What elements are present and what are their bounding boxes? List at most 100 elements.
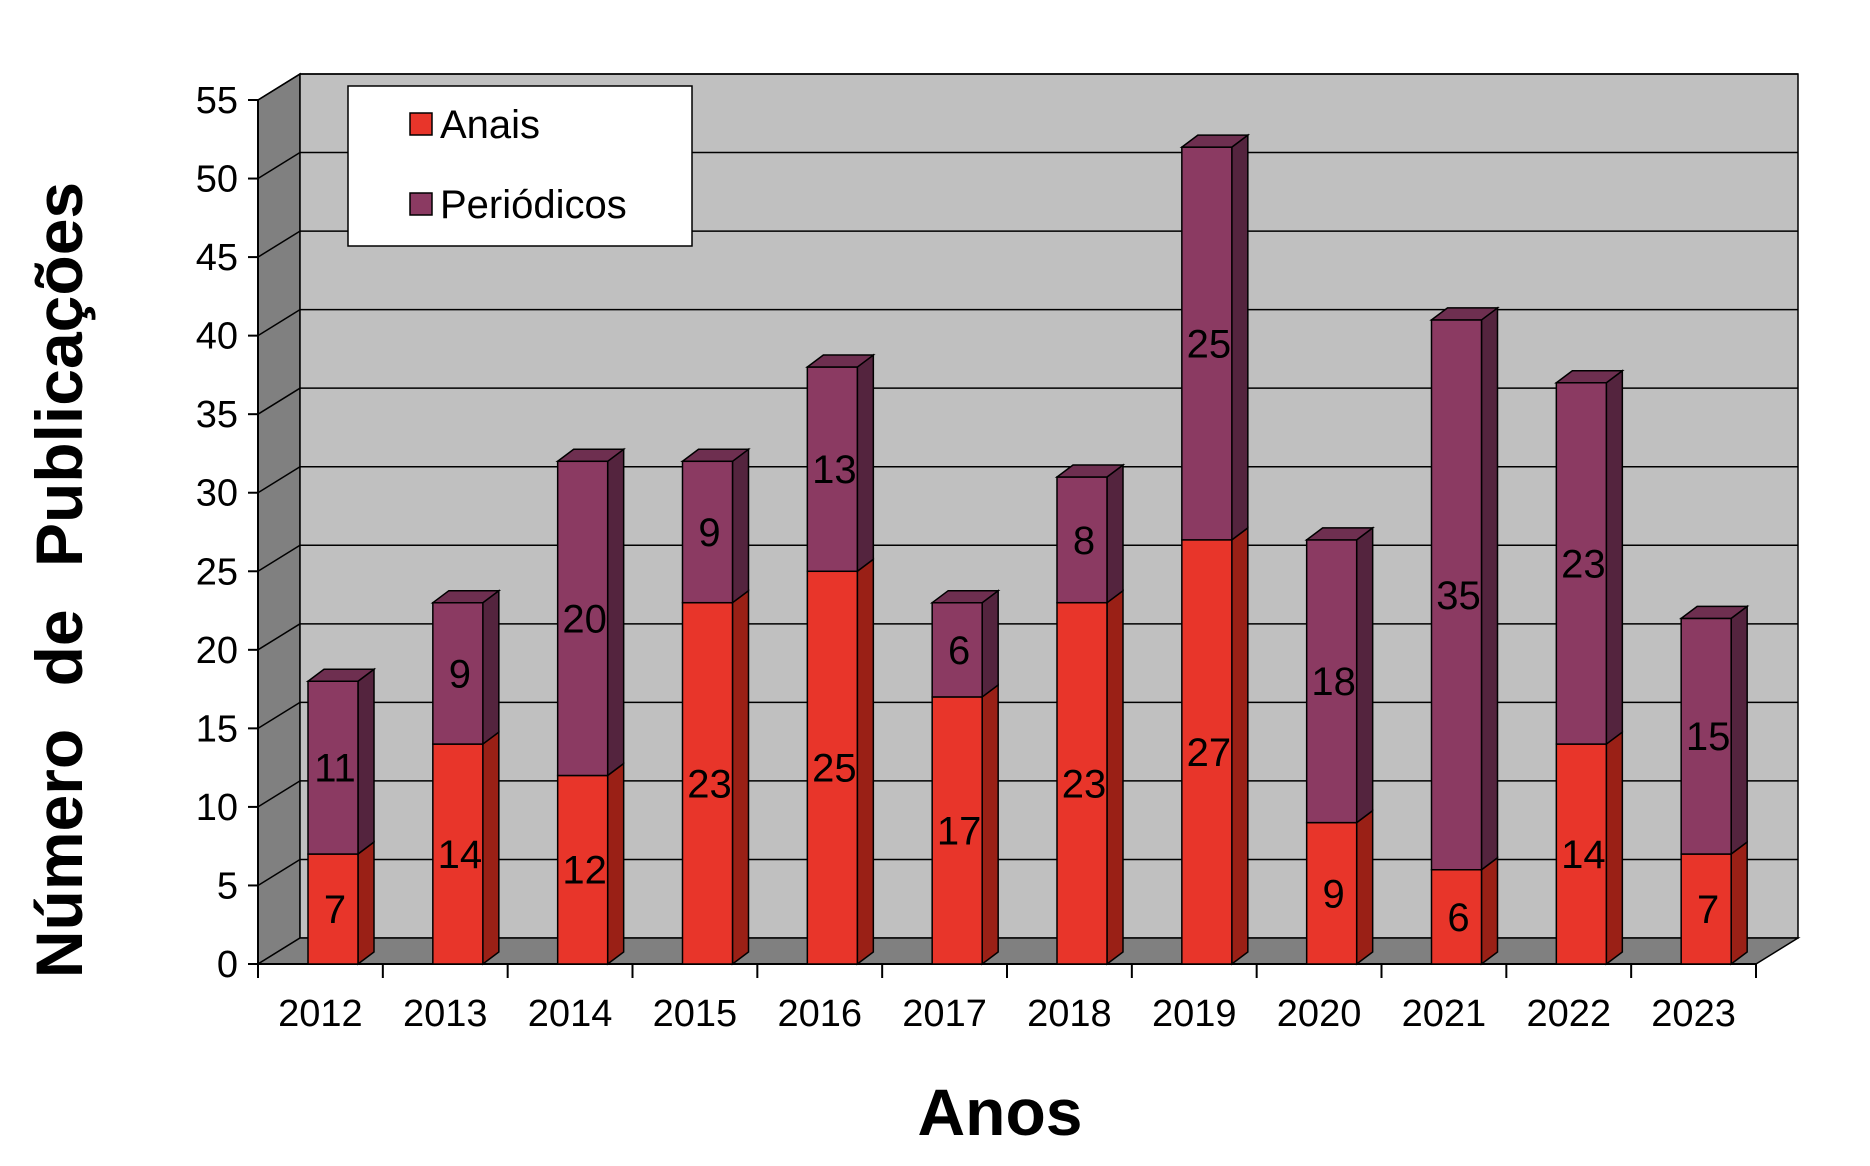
bar-periódicos [1680, 617, 1732, 855]
bar-group-2018: 23 8 [1054, 463, 1126, 966]
bar-anais [556, 774, 609, 965]
bar-side-periódicos [981, 589, 999, 699]
data-label: 15 [1686, 715, 1731, 759]
bar-group-2022: 14 23 [1554, 369, 1625, 966]
bar-top [1179, 134, 1251, 148]
bar-top [1678, 605, 1750, 620]
x-tick-label: 2018 [1027, 993, 1112, 1035]
bar-top [1554, 370, 1625, 384]
data-label: 7 [1697, 888, 1719, 932]
bar-group-2015: 23 9 [680, 447, 751, 966]
bar-anais [1680, 853, 1732, 965]
bar-anais [1555, 743, 1608, 965]
bar-side-periódicos [1355, 526, 1374, 825]
gridline-side [257, 308, 301, 337]
bar-periódicos [681, 460, 734, 604]
bar-side-anais [357, 840, 375, 966]
gridline-side [257, 230, 301, 258]
gridline-side [257, 701, 301, 730]
data-label: 7 [324, 888, 346, 932]
x-axis-ticks: 2012 2013 2014 2015 2016 2017 2018 2019 2020 2021… [257, 964, 1757, 1035]
bar-group-2017: 17 6 [929, 589, 1001, 966]
bar-group-2012: 7 11 [305, 667, 377, 966]
x-tick-label: 2019 [1152, 993, 1237, 1035]
legend-label-periodicos: Periódicos [440, 183, 627, 227]
x-tick-label: 2021 [1402, 993, 1487, 1035]
bar-anais [1305, 821, 1358, 965]
bar-side-periódicos [606, 447, 625, 777]
bar-side-anais [1605, 730, 1624, 966]
y-tick-label: 10 [196, 787, 238, 829]
y-tick-label: 55 [196, 80, 238, 122]
y-tick-label: 15 [196, 708, 238, 750]
y-axis-title: Número de Publicações [22, 182, 96, 978]
bar-top [805, 354, 876, 368]
data-label: 17 [937, 809, 982, 853]
x-tick-label: 2022 [1526, 993, 1611, 1035]
x-tick-label: 2016 [777, 993, 862, 1035]
y-tick-label: 20 [196, 630, 238, 672]
legend: Anais Periódicos [347, 85, 693, 247]
data-label: 6 [948, 629, 970, 673]
bar-side-anais [1355, 809, 1374, 966]
gridline-side [257, 544, 301, 572]
gridline-side [257, 466, 301, 494]
bar-side-anais [1231, 526, 1249, 966]
bar-group-2016: 25 13 [805, 353, 876, 966]
bar-top [430, 589, 502, 604]
bar-side-periódicos [1106, 463, 1124, 605]
data-label: 11 [314, 747, 356, 791]
x-axis-title: Anos [918, 1075, 1083, 1149]
data-label: 14 [438, 833, 483, 877]
legend-label-anais: Anais [440, 103, 540, 147]
data-label: 12 [562, 849, 607, 893]
bar-periódicos [1181, 146, 1233, 541]
bar-side-periódicos [1605, 369, 1624, 746]
bar-periódicos [1430, 319, 1483, 871]
y-tick-label: 40 [196, 316, 238, 358]
bar-anais [1430, 868, 1483, 965]
bar-top [680, 448, 751, 463]
bar-periódicos [307, 680, 359, 855]
bar-side-anais [856, 557, 875, 966]
bars: 7 11 14 9 12 20 23 9 25 13 17 6 23 8 27 25 9 18 6 35 14 23 7 15 [305, 133, 1750, 966]
x-tick-label: 2014 [528, 993, 613, 1035]
bar-top [305, 668, 377, 682]
y-tick-label: 30 [196, 473, 238, 515]
x-tick-label: 2020 [1277, 993, 1362, 1035]
bar-top [555, 448, 626, 463]
bar-group-2013: 14 9 [430, 589, 502, 966]
bar-group-2020: 9 18 [1304, 526, 1375, 966]
y-tick-label: 0 [217, 944, 238, 986]
bar-side-anais [981, 683, 999, 966]
y-tick-label: 45 [196, 237, 238, 279]
bar-side-anais [482, 730, 500, 966]
bar-group-2023: 7 15 [1678, 604, 1750, 966]
data-label: 9 [449, 652, 471, 696]
bar-top [929, 589, 1001, 604]
legend-swatch-anais [409, 112, 433, 136]
y-tick-label: 35 [196, 394, 238, 436]
data-label: 35 [1436, 574, 1481, 618]
y-axis-ticks: 0 5 10 15 20 25 30 35 40 45 50 55 [196, 80, 258, 986]
bar-side-anais [606, 761, 625, 966]
bar-group-2014: 12 20 [555, 447, 626, 966]
bar-periódicos [1056, 476, 1108, 604]
x-tick-label: 2013 [403, 993, 488, 1035]
bar-side-periódicos [856, 353, 875, 573]
data-label: 9 [698, 511, 720, 555]
bar-top [1304, 527, 1375, 541]
data-label: 20 [562, 597, 607, 641]
bar-periódicos [1555, 382, 1608, 745]
bar-side-periódicos [1231, 133, 1249, 542]
bar-side-anais [731, 589, 750, 966]
data-label: 13 [812, 448, 857, 492]
gridline-side [257, 623, 301, 651]
bar-side-anais [1730, 840, 1748, 966]
bar-anais [307, 853, 359, 965]
gridline-side [257, 73, 301, 101]
bar-side-anais [1106, 589, 1124, 966]
bar-side-periódicos [1730, 604, 1748, 856]
data-label: 23 [1561, 542, 1606, 586]
data-label: 27 [1187, 731, 1232, 775]
